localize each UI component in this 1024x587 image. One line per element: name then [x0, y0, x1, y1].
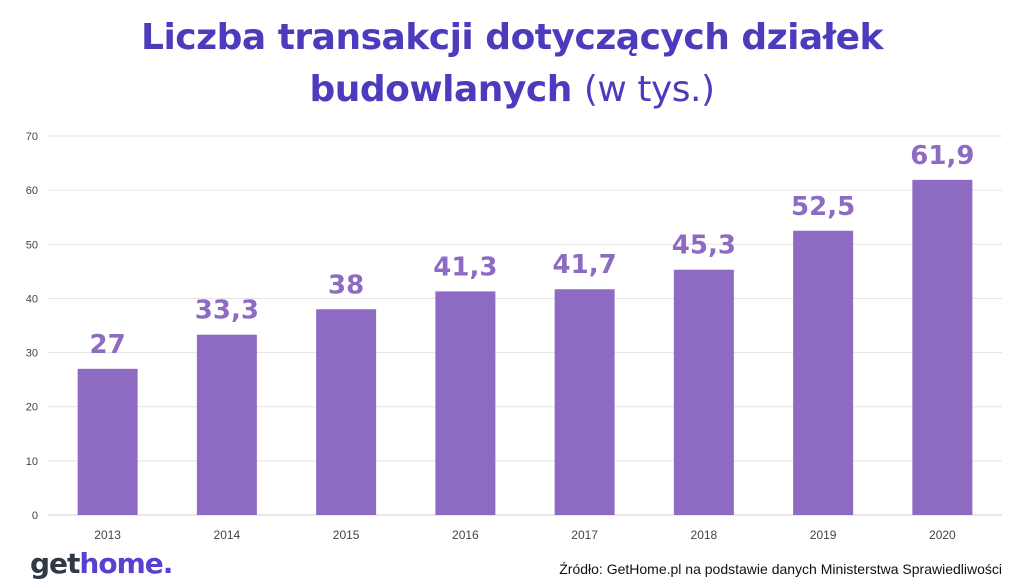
value-label-2018: 45,3	[672, 231, 736, 261]
y-axis-ticks: 0 10 20 30 40 50 60 70	[26, 131, 38, 522]
chart-title-unit: (w tys.)	[583, 69, 715, 110]
x-tick-label-2014: 2014	[214, 528, 241, 542]
bar-2015	[316, 309, 377, 515]
y-tick-label: 30	[26, 348, 38, 360]
x-tick-label-2016: 2016	[452, 528, 479, 542]
bar-2018	[673, 269, 734, 515]
x-tick-label-2013: 2013	[94, 528, 121, 542]
bar-2014	[196, 334, 257, 515]
x-tick-label-2019: 2019	[810, 528, 837, 542]
x-tick-label-2015: 2015	[333, 528, 360, 542]
value-labels: 27 33,3 38 41,3 41,7 45,3 52,5 61,9	[90, 141, 975, 360]
y-tick-label: 50	[26, 239, 38, 251]
value-label-2013: 27	[90, 330, 126, 360]
value-label-2020: 61,9	[910, 141, 974, 171]
value-label-2014: 33,3	[195, 296, 259, 326]
chart-title-bold: budowlanych	[309, 69, 572, 110]
y-tick-label: 0	[32, 510, 38, 522]
gethome-logo: gethome.	[30, 547, 173, 580]
x-tick-label-2018: 2018	[691, 528, 718, 542]
value-label-2019: 52,5	[791, 192, 855, 222]
y-tick-label: 10	[26, 456, 38, 468]
bar-2019	[793, 230, 854, 515]
y-tick-label: 60	[26, 185, 38, 197]
value-label-2015: 38	[328, 270, 364, 300]
x-tick-label-2017: 2017	[571, 528, 598, 542]
bar-2017	[554, 289, 615, 515]
chart-title-line2: budowlanych (w tys.)	[0, 64, 1024, 116]
source-note: Źródło: GetHome.pl na podstawie danych M…	[559, 561, 1002, 577]
chart-title-line1: Liczba transakcji dotyczących działek	[141, 17, 883, 58]
x-tick-label-2020: 2020	[929, 528, 956, 542]
value-label-2017: 41,7	[553, 250, 617, 280]
bar-2013	[77, 368, 138, 515]
x-axis-ticks: 2013 2014 2015 2016 2017 2018 2019 2020	[94, 528, 956, 542]
gridlines	[48, 135, 1002, 516]
logo-part-home: home.	[79, 547, 173, 580]
logo-part-get: get	[30, 547, 80, 580]
chart-title: Liczba transakcji dotyczących działek bu…	[0, 12, 1024, 116]
bar-2016	[435, 291, 496, 515]
y-tick-label: 70	[26, 131, 38, 143]
bar-2020	[912, 179, 973, 515]
value-label-2016: 41,3	[433, 252, 497, 282]
y-tick-label: 40	[26, 293, 38, 305]
y-tick-label: 20	[26, 402, 38, 414]
bars	[77, 179, 973, 515]
